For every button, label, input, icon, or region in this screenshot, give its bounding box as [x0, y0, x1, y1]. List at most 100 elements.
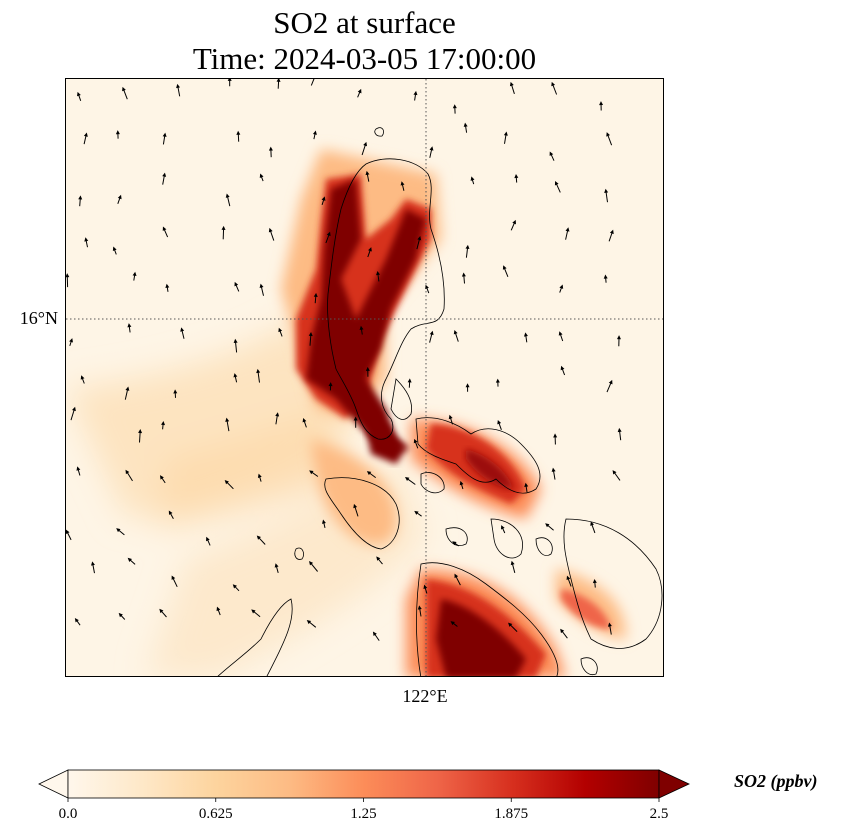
wind-arrow	[308, 331, 313, 346]
colorbar-tick-label: 1.875	[494, 806, 529, 822]
colorbar-extend-max	[658, 769, 690, 799]
wind-arrow	[162, 132, 167, 145]
wind-arrow	[233, 373, 238, 383]
wind-vectors	[66, 79, 622, 641]
wind-arrow	[268, 227, 275, 241]
wind-arrow	[376, 556, 383, 565]
wind-arrow	[225, 193, 231, 207]
wind-arrow	[118, 612, 126, 620]
wind-arrow	[328, 382, 333, 391]
wind-arrow	[159, 608, 167, 618]
wind-arrow	[554, 181, 561, 193]
wind-arrow	[313, 292, 318, 304]
wind-arrow	[257, 473, 262, 482]
wind-arrow	[322, 519, 326, 529]
wind-arrow	[560, 628, 568, 639]
wind-arrow	[74, 618, 81, 626]
wind-arrow	[66, 529, 72, 541]
wind-arrow	[77, 91, 82, 101]
wind-arrow	[84, 237, 89, 248]
wind-arrow	[278, 327, 283, 337]
coastlines	[217, 127, 663, 676]
wind-arrow	[353, 416, 358, 428]
wind-arrow	[495, 378, 500, 387]
wind-arrow	[606, 132, 613, 146]
wind-arrow	[465, 244, 470, 258]
wind-arrow	[612, 470, 621, 481]
wind-arrow	[275, 412, 280, 425]
wind-arrow	[236, 130, 241, 142]
colorbar-tick-label: 0.0	[58, 806, 78, 822]
wind-arrow	[357, 88, 362, 98]
lat-tick-label: 16°N	[19, 308, 58, 328]
colorbar	[38, 769, 690, 802]
wind-arrow	[604, 188, 609, 203]
wind-arrow	[173, 389, 178, 398]
wind-arrow	[454, 573, 461, 586]
wind-arrow	[233, 338, 238, 353]
wind-arrow	[225, 417, 230, 432]
wind-arrow	[127, 557, 136, 565]
wind-arrow	[116, 528, 125, 536]
wind-arrow	[566, 575, 572, 587]
wind-arrow	[461, 272, 466, 284]
wind-arrow	[616, 335, 621, 347]
wind-arrow	[400, 181, 405, 191]
wind-arrow	[413, 438, 419, 449]
wind-arrow	[413, 90, 418, 101]
wind-arrow	[599, 101, 604, 111]
wind-arrow	[165, 283, 170, 292]
wind-arrow	[306, 620, 317, 628]
wind-arrow	[514, 173, 519, 183]
wind-arrow	[268, 146, 273, 158]
wind-arrow	[372, 631, 380, 641]
wind-arrow	[162, 172, 167, 185]
wind-arrow	[115, 130, 120, 139]
wind-arrow	[127, 323, 132, 333]
colorbar-extend-min	[38, 769, 69, 799]
wind-arrow	[256, 535, 266, 545]
wind-arrow	[470, 176, 475, 185]
wind-arrow	[423, 584, 428, 594]
wind-arrow	[404, 477, 416, 485]
wind-arrow	[78, 195, 83, 207]
plot-title-line-1: SO2 at surface	[273, 5, 456, 40]
wind-arrow	[509, 81, 515, 95]
wind-arrow	[425, 284, 430, 294]
wind-arrow	[359, 325, 364, 335]
wind-arrow	[234, 281, 240, 292]
wind-arrow	[122, 86, 128, 100]
lon-tick-label: 122°E	[402, 686, 448, 706]
wind-arrow	[224, 480, 234, 490]
wind-arrow	[553, 433, 558, 445]
wind-arrow	[161, 420, 166, 430]
wind-arrow	[69, 338, 73, 347]
wind-arrow	[503, 131, 508, 144]
wind-arrow	[448, 414, 453, 425]
wind-arrow	[168, 510, 174, 519]
wind-arrow	[367, 247, 372, 258]
wind-arrow	[510, 219, 516, 231]
wind-arrow	[70, 406, 76, 421]
wind-arrow	[501, 525, 506, 534]
wind-arrow	[309, 561, 318, 572]
wind-arrow	[560, 365, 566, 376]
wind-arrow	[606, 379, 613, 393]
wind-arrow	[510, 560, 516, 574]
wind-arrow	[91, 561, 95, 574]
wind-arrow	[459, 480, 464, 490]
wind-arrow	[256, 368, 261, 383]
wind-arrow	[429, 146, 434, 158]
wind-arrow	[558, 331, 564, 342]
wind-arrow	[251, 609, 261, 618]
wind-arrow	[365, 366, 370, 377]
wind-arrow	[216, 606, 221, 616]
wind-arrow	[117, 194, 122, 204]
wind-arrow	[259, 283, 264, 296]
wind-arrow	[607, 622, 612, 635]
wind-arrow	[138, 429, 143, 443]
wind-arrow	[227, 79, 232, 87]
wind-arrow	[414, 510, 422, 517]
wind-arrow	[453, 329, 459, 342]
so2-plume-core	[306, 179, 526, 676]
